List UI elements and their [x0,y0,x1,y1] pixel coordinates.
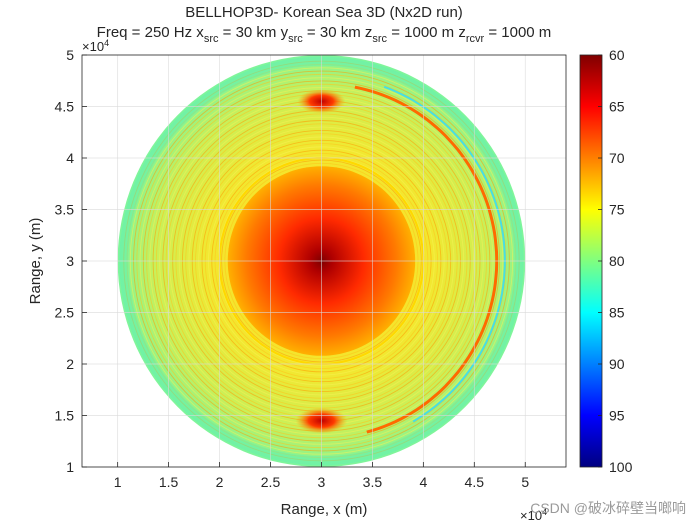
y-tick-label: 4.5 [55,99,75,115]
subtitle-subscript: src [288,33,303,45]
field-east-arc-shadow [383,85,506,423]
x-tick-label: 2 [216,474,224,490]
watermark: CSDN @破冰碎壁当啷响 [530,500,686,516]
y-tick-label: 1.5 [55,408,75,424]
subtitle-part: = 1000 m z [387,24,466,41]
subtitle-part: = 30 km y [218,24,288,41]
subtitle-subscript: rcvr [466,33,485,45]
y-tick-label: 2.5 [55,305,75,321]
y-tick-label: 5 [66,47,74,63]
x-tick-label: 1.5 [159,474,179,490]
y-tick-label: 4 [66,150,74,166]
y-tick-label: 2 [66,356,74,372]
y-tick-label: 3.5 [55,202,75,218]
colorbar-ticks: 60 65 70 75 80 85 90 95 100 [598,47,633,475]
subtitle-subscript: src [372,33,387,45]
y-axis-label: Range, y (m) [27,218,44,305]
colorbar-tick-label: 75 [609,202,625,218]
x-tick-label: 5 [521,474,529,490]
x-tick-label: 2.5 [261,474,281,490]
chart-title: BELLHOP3D- Korean Sea 3D (Nx2D run) [185,4,463,21]
x-tick-label: 3 [318,474,326,490]
chart-subtitle: Freq = 250 Hz xsrc = 30 km ysrc = 30 km … [97,24,552,45]
x-axis-ticks: 1 1.5 2 2.5 3 3.5 4 4.5 5 [114,462,529,490]
colorbar-tick-label: 95 [609,408,625,424]
colorbar-tick-label: 90 [609,356,625,372]
colorbar-tick-label: 100 [609,459,633,475]
x-exponent-label: ×104 [520,507,547,523]
colorbar-tick-label: 60 [609,47,625,63]
subtitle-subscript: src [204,33,219,45]
x-tick-label: 3.5 [363,474,383,490]
x-tick-label: 1 [114,474,122,490]
colorbar-tick-label: 70 [609,150,625,166]
subtitle-part: Freq = 250 Hz x [97,24,205,41]
subtitle-part: = 1000 m [484,24,551,41]
y-exponent-label: ×104 [82,38,109,54]
colorbar-tick-label: 80 [609,253,625,269]
y-tick-label: 3 [66,253,74,269]
colorbar-tick-label: 65 [609,99,625,115]
x-tick-label: 4 [419,474,427,490]
y-tick-label: 1 [66,459,74,475]
colorbar-tick-label: 85 [609,305,625,321]
y-axis-ticks: 1 1.5 2 2.5 3 3.5 4 4.5 5 [55,47,87,475]
field-east-arc [354,85,499,434]
x-axis-label: Range, x (m) [281,501,368,518]
x-tick-label: 4.5 [465,474,485,490]
subtitle-part: = 30 km z [303,24,373,41]
